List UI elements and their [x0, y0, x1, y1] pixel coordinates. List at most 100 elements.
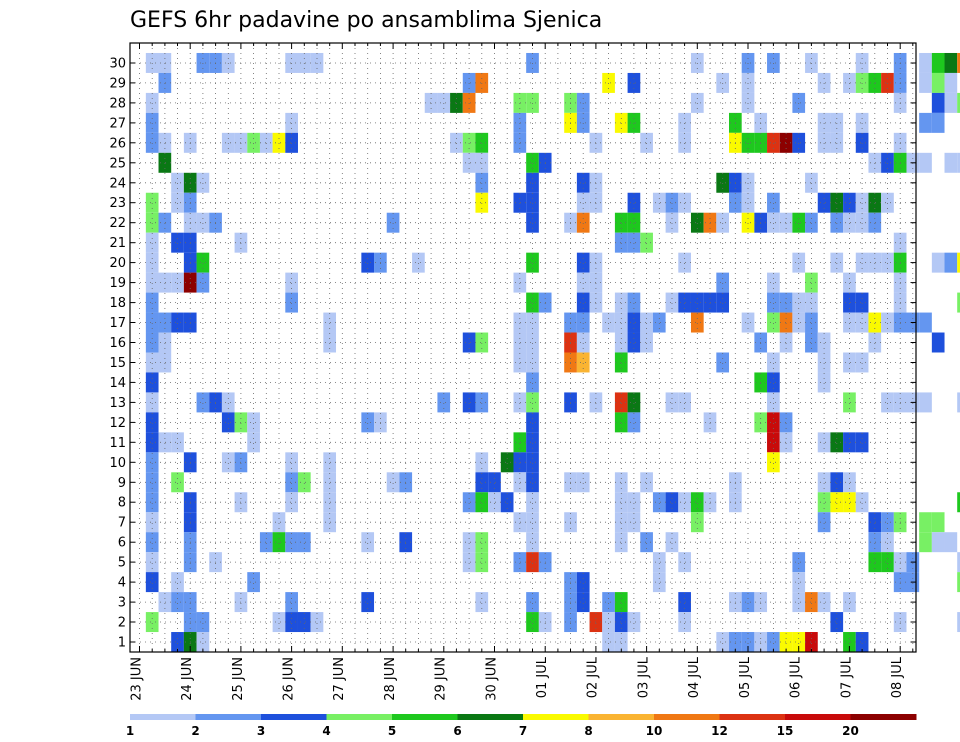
heatmap-cell: [919, 52, 932, 73]
heatmap-cell: [158, 132, 172, 153]
heatmap-cell: [741, 172, 755, 193]
heatmap-cell: [526, 532, 539, 553]
heatmap-cell: [830, 492, 844, 513]
heatmap-cell: [272, 532, 286, 553]
heatmap-cell: [855, 132, 869, 153]
heatmap-cell: [868, 152, 882, 173]
heatmap-cell: [944, 252, 958, 273]
y-tick-label: 2: [118, 616, 126, 631]
heatmap-cell: [627, 212, 641, 233]
heatmap-cell: [944, 72, 958, 93]
heatmap-cell: [665, 392, 679, 413]
heatmap-cell: [576, 212, 590, 233]
heatmap-cell: [792, 552, 806, 573]
heatmap-cell: [247, 572, 260, 593]
heatmap-cell: [323, 512, 337, 533]
heatmap-cell: [817, 352, 831, 373]
heatmap-cell: [855, 312, 869, 333]
legend-swatch: [326, 714, 393, 720]
legend-label: 8: [584, 724, 592, 738]
heatmap-cell: [678, 492, 691, 513]
heatmap-cell: [614, 352, 628, 373]
heatmap-cell: [767, 132, 780, 153]
heatmap-cell: [145, 432, 159, 453]
x-tick-label: 24 JUN: [180, 657, 195, 701]
heatmap-cell: [450, 92, 463, 113]
heatmap-cell: [196, 172, 210, 193]
heatmap-cell: [272, 612, 286, 633]
heatmap-cell: [437, 92, 451, 113]
heatmap-cell: [779, 432, 793, 453]
heatmap-cell: [640, 232, 653, 253]
heatmap-cell: [361, 532, 375, 553]
heatmap-cell: [171, 592, 184, 613]
heatmap-cell: [221, 132, 235, 153]
heatmap-cell: [792, 592, 806, 613]
heatmap-cell: [614, 612, 628, 633]
heatmap-cell: [957, 52, 960, 73]
heatmap-cell: [868, 332, 882, 353]
heatmap-cell: [817, 192, 831, 213]
heatmap-cell: [957, 552, 960, 573]
heatmap-cell: [944, 92, 958, 113]
heatmap-cell: [424, 92, 438, 113]
heatmap-cell: [614, 472, 628, 493]
heatmap-cell: [513, 192, 527, 213]
heatmap-cell: [576, 192, 590, 213]
y-tick-label: 26: [109, 136, 126, 151]
heatmap-cell: [145, 352, 159, 373]
heatmap-cell: [830, 612, 844, 633]
heatmap-cell: [855, 112, 869, 133]
heatmap-cell: [805, 332, 818, 353]
heatmap-cell: [285, 272, 298, 293]
heatmap-cell: [145, 212, 159, 233]
heatmap-cell: [602, 612, 615, 633]
heatmap-cell: [513, 472, 527, 493]
y-tick-label: 29: [109, 76, 126, 91]
y-tick-label: 19: [109, 276, 126, 291]
heatmap-cell: [361, 252, 375, 273]
heatmap-cell: [158, 432, 172, 453]
heatmap-cell: [843, 592, 856, 613]
legend-swatch: [785, 714, 851, 720]
heatmap-cell: [957, 92, 960, 113]
x-tick-label: 01 JUL: [535, 656, 550, 698]
heatmap-cell: [843, 192, 856, 213]
heatmap-cell: [614, 212, 628, 233]
heatmap-cell: [323, 332, 337, 353]
y-tick-label: 23: [109, 196, 126, 211]
legend-label: 2: [191, 724, 199, 738]
heatmap-cell: [678, 252, 691, 273]
heatmap-cell: [830, 432, 844, 453]
heatmap-cell: [957, 152, 960, 173]
heatmap-cell: [576, 172, 590, 193]
heatmap-cell: [297, 472, 311, 493]
heatmap-cell: [792, 132, 806, 153]
heatmap-cell: [931, 72, 945, 93]
heatmap-cell: [627, 512, 641, 533]
heatmap-cell: [767, 452, 780, 473]
heatmap-cells: [145, 52, 960, 652]
heatmap-cell: [817, 512, 831, 533]
heatmap-cell: [881, 72, 894, 93]
heatmap-cell: [158, 312, 172, 333]
heatmap-cell: [741, 312, 755, 333]
y-tick-label: 5: [118, 556, 126, 571]
heatmap-cell: [513, 332, 527, 353]
y-tick-label: 9: [118, 476, 126, 491]
heatmap-cell: [259, 132, 273, 153]
heatmap-cell: [475, 592, 489, 613]
heatmap-cell: [145, 132, 159, 153]
heatmap-cell: [652, 312, 666, 333]
heatmap-cell: [678, 592, 691, 613]
y-tick-label: 14: [109, 376, 126, 391]
heatmap-cell: [843, 72, 856, 93]
heatmap-cell: [488, 472, 501, 493]
heatmap-cell: [881, 152, 894, 173]
heatmap-cell: [285, 472, 298, 493]
heatmap-cell: [830, 112, 844, 133]
heatmap-cell: [817, 372, 831, 393]
heatmap-cell: [843, 632, 856, 652]
heatmap-cell: [855, 52, 869, 73]
